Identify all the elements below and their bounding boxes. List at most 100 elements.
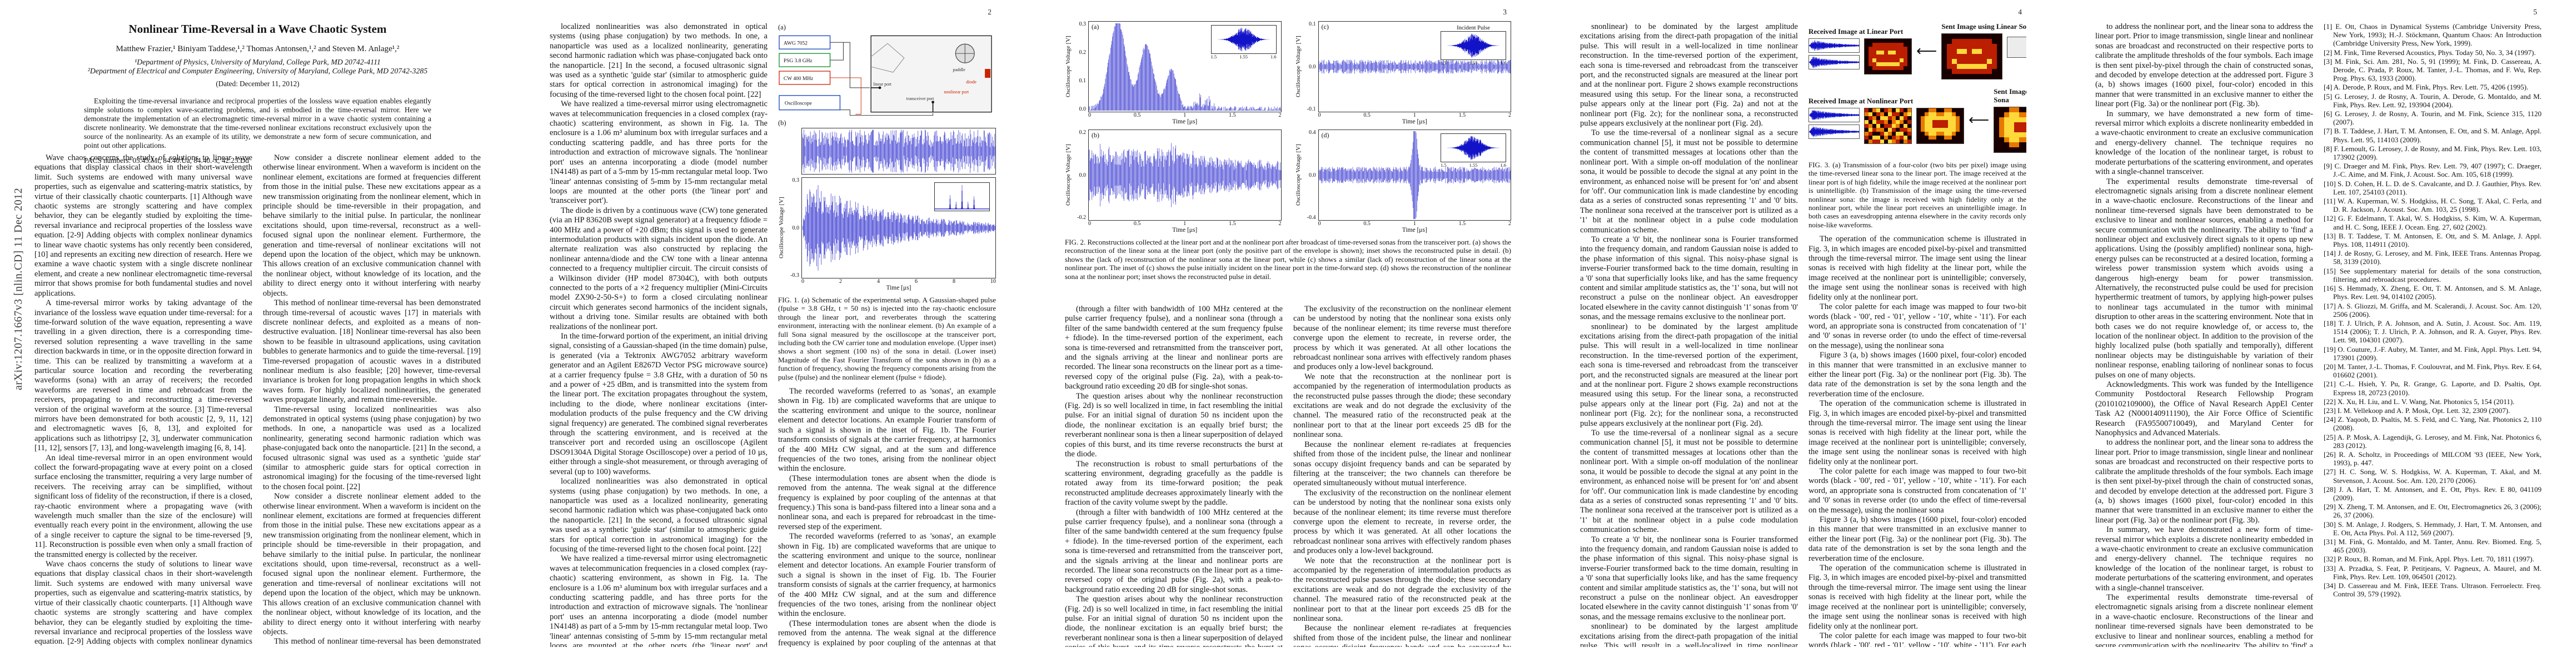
pixel xyxy=(1865,135,1869,140)
pixel xyxy=(1904,116,1907,120)
body-paragraph: snonlinear) to be dominated by the large… xyxy=(1580,622,1798,647)
body-paragraph: snonlinear) to be dominated by the large… xyxy=(1580,22,1798,128)
pixel xyxy=(1907,116,1911,120)
fig2-d-inset-ticks: 1.5 1.55 1.6 xyxy=(1441,162,1506,168)
pixel xyxy=(1888,108,1892,112)
pixel xyxy=(1884,116,1888,120)
pixel xyxy=(1994,137,2000,142)
pixel xyxy=(1987,64,1992,69)
pixel xyxy=(1982,64,1987,69)
reference-entry: [11] W. A. Kuperman, W. S. Hodgkiss, H. … xyxy=(2324,197,2542,214)
pixel xyxy=(1960,116,1964,120)
tick-label: -0.4 xyxy=(1307,215,1316,221)
body-paragraph: The experimental results demonstrate tim… xyxy=(2095,177,2313,380)
fig2-d-y-ticks: 0.4 0.0 -0.4 xyxy=(1303,130,1318,221)
pixel xyxy=(1904,66,1907,70)
pixel xyxy=(1876,39,1880,43)
sona-thumbnail-waveform xyxy=(1808,124,1860,139)
pixel xyxy=(2019,137,2025,142)
nonlinear-sona-at-linear-port-waveform xyxy=(1089,143,1281,207)
pixel xyxy=(1888,66,1892,70)
page-2: 2 localized nonlinearities was also demo… xyxy=(515,0,1030,667)
pixel xyxy=(1967,59,1972,64)
body-paragraph: In summary, we have demonstrated a new f… xyxy=(2095,525,2313,593)
tick-label: 1 xyxy=(1413,112,1416,118)
pixel xyxy=(1888,47,1892,51)
pixel xyxy=(1869,62,1872,66)
pixel xyxy=(1888,112,1892,116)
pixel xyxy=(1907,127,1911,132)
pixel xyxy=(1936,116,1940,120)
pixel xyxy=(1896,62,1900,66)
pixel xyxy=(1904,108,1907,112)
pixel xyxy=(2004,137,2010,142)
pixel xyxy=(1865,123,1869,128)
fig3-label-received-linear: Received Image at Linear Port xyxy=(1808,27,1904,36)
pixel xyxy=(1952,54,1957,59)
pixel xyxy=(1944,123,1948,128)
pixel xyxy=(1942,54,1947,59)
pixel xyxy=(1865,58,1869,62)
pixel xyxy=(1952,34,1957,39)
pixel xyxy=(1880,108,1884,112)
pixel xyxy=(1962,39,1967,44)
text-column-right: The exclusivity of the reconstruction on… xyxy=(1293,305,1511,647)
pixel xyxy=(1900,123,1904,128)
pixel xyxy=(1942,39,1947,44)
pixel xyxy=(1999,117,2005,122)
pixel xyxy=(1904,127,1907,132)
pixel xyxy=(1972,54,1977,59)
pixel xyxy=(1960,123,1964,128)
tick-label: 0.1 xyxy=(1079,78,1087,84)
pixel xyxy=(2004,107,2010,112)
pixel xyxy=(1921,131,1925,136)
pixel xyxy=(1904,47,1907,51)
body-paragraph: An ideal time-reversal mirror in an open… xyxy=(34,453,252,559)
received-noise-image xyxy=(1864,107,1912,144)
body-paragraph: The color palette for each image was map… xyxy=(1808,467,2026,515)
pixel xyxy=(1892,43,1896,47)
pixel xyxy=(1896,70,1900,74)
pixel xyxy=(1960,135,1964,140)
pixel xyxy=(1900,112,1904,116)
fig2-d-label: (d) xyxy=(1321,131,1329,140)
pixel xyxy=(1872,112,1876,116)
pixel xyxy=(1884,58,1888,62)
reference-entry: [9] C. Draeger and M. Fink, Phys. Rev. L… xyxy=(2324,162,2542,179)
pixel xyxy=(1892,131,1896,136)
pixel xyxy=(1997,59,2002,64)
pixel xyxy=(1936,120,1940,124)
pixel xyxy=(1947,39,1952,44)
body-paragraph: (through a filter with bandwidth of 100 … xyxy=(1065,507,1283,594)
pixel xyxy=(1932,108,1936,112)
pixel xyxy=(1952,116,1956,120)
pixel xyxy=(1925,131,1929,136)
pixel xyxy=(2009,147,2015,152)
pixel xyxy=(1940,108,1944,112)
tick-label: 1.5 xyxy=(1441,60,1447,66)
text-column-right: Now consider a discrete nonlinear elemen… xyxy=(263,153,481,647)
pixel xyxy=(1904,120,1907,124)
reference-entry: [2] M. Fink, Time Reversed Acoustics, Ph… xyxy=(2324,48,2536,57)
body-paragraph: (through a filter with bandwidth of 100 … xyxy=(1065,305,1283,391)
pixel xyxy=(1876,112,1880,116)
pixel xyxy=(1876,127,1880,132)
pixel xyxy=(1921,120,1925,124)
pixel xyxy=(1929,112,1932,116)
body-paragraph: We have realized a time-reversal mirror … xyxy=(550,99,768,206)
pixel xyxy=(1892,120,1896,124)
pixel xyxy=(1987,39,1992,44)
pixel xyxy=(1892,70,1896,74)
pixel xyxy=(1892,116,1896,120)
pixel xyxy=(1865,54,1869,58)
pixel xyxy=(1892,54,1896,58)
pixel xyxy=(1884,66,1888,70)
fig2-d-x-ticks: 0 0.5 1 1.5 2 xyxy=(1318,221,1512,227)
tick-label: 0.0 xyxy=(1309,172,1316,178)
fig1-x-ticks: 0 2 4 6 8 10 xyxy=(801,278,996,285)
body-paragraph: The exclusivity of the reconstruction on… xyxy=(1293,305,1511,372)
pixel xyxy=(1896,47,1900,51)
fig2-x-axis-label: Time [μs] xyxy=(1402,227,1427,233)
pixel xyxy=(1987,74,1992,79)
body-paragraph: A time-reversal mirror works by taking a… xyxy=(34,298,252,453)
